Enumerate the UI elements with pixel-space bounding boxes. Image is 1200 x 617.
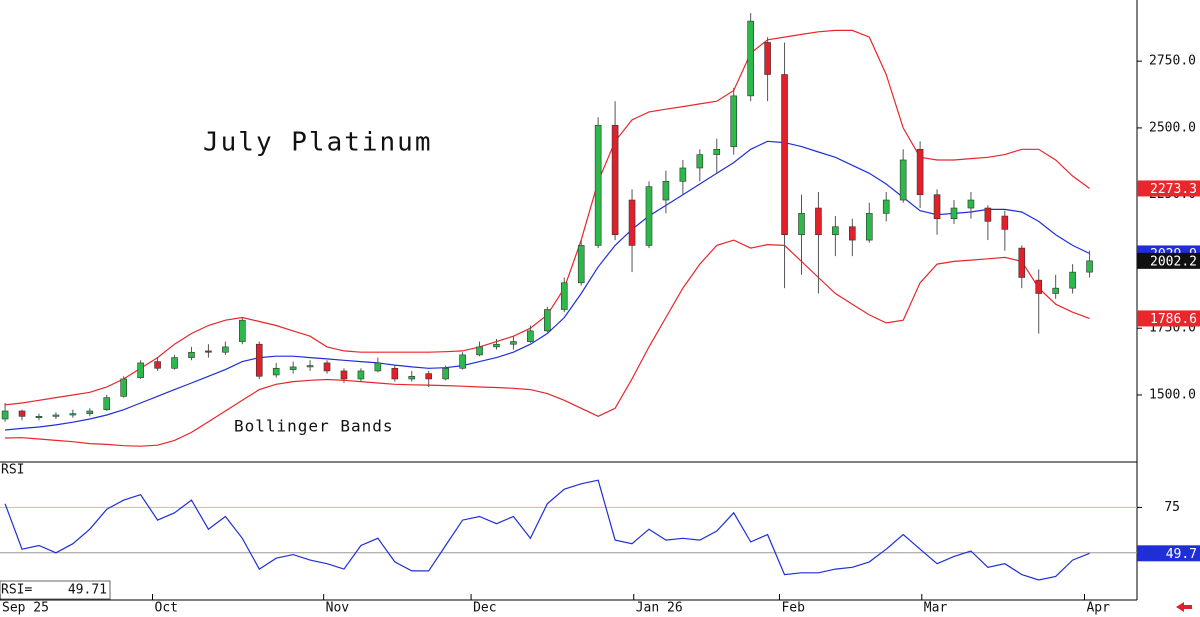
candle-body [120,378,127,397]
line-series [5,239,1090,447]
x-tick-label: Apr [1086,601,1110,616]
candle-body [340,370,348,380]
x-tick-label: Jan 26 [636,601,683,616]
candle-body [815,207,822,236]
candle-body [289,366,297,370]
candle-body [374,362,382,372]
y-tick-label: 2750.0 [1149,54,1196,69]
candle-body [696,154,704,169]
candle-body [52,414,60,417]
candle-body [69,413,77,416]
annotation: Bollinger Bands [234,417,394,436]
candle-body [764,42,771,75]
candle-body [781,74,788,236]
chart-title: July Platinum [203,128,433,158]
candle-body [425,373,433,380]
candle-body [544,309,551,332]
candle-body [1001,215,1009,230]
x-tick-label: Nov [326,601,350,616]
candle-body [391,367,399,380]
x-tick-label: Feb [781,601,805,616]
candle-body [188,351,195,358]
candle-body [1035,279,1043,294]
candle-body [493,343,500,348]
price-label-box [1137,252,1200,269]
candle-body [408,375,416,380]
y-tick-label: 2500.0 [1149,120,1196,135]
candle-body [205,350,212,353]
candle-body [713,148,721,155]
candle-body [730,95,738,147]
candle-body [865,213,873,241]
candle-body [747,20,754,97]
candle-body [849,226,856,241]
candle-body [628,199,636,246]
price-label: 1786.6 [1150,312,1197,327]
candle-body [594,124,602,246]
price-label: 2002.2 [1150,254,1197,269]
x-tick-label: Sep 25 [2,601,49,616]
value-label: 49.7 [1166,547,1197,562]
candle-body [1052,287,1059,294]
value-label-box [1137,545,1200,562]
y-tick-label: 1500.0 [1149,387,1196,402]
y-tick-label: 75 [1164,500,1180,515]
candle-body [1069,271,1076,289]
candle-body [967,199,975,209]
x-tick-label: Mar [924,601,948,616]
candle-body [560,282,568,310]
candle-body [154,361,161,369]
x-tick-label: Oct [155,601,178,616]
candle-body [984,207,992,222]
candle-body [103,397,111,410]
candle-body [137,362,144,378]
candle-body [357,370,365,380]
candle-body [1018,247,1026,278]
candle-body [1,410,9,420]
rsi-title: RSI [1,463,24,478]
candle-body [933,194,941,220]
candle-body [86,410,94,414]
candle-body [916,148,924,195]
price-label: 2273.3 [1150,182,1197,197]
candle-body [442,367,449,380]
candle-body [662,181,670,201]
candle-body [510,341,517,345]
readout-value: 49.71 [68,583,107,598]
candle-body [255,343,263,377]
candle-body [171,357,178,369]
candle-body [577,245,585,284]
x-tick-label: Dec [473,601,496,616]
candle-body [950,207,958,220]
readout-box [0,580,111,600]
candle-body [306,365,314,368]
price-label-box [1137,310,1200,327]
candle-body [899,159,907,201]
candle-body [272,367,280,376]
candle-body [882,199,890,214]
candle-body [239,319,246,342]
candle-body [459,354,466,369]
price-label-box [1137,180,1200,197]
candle-body [476,346,483,356]
candle-body [527,330,534,342]
candle-body [832,226,839,236]
line-series [4,479,1090,581]
readout-label: RSI= [1,583,32,598]
candle-body [611,124,619,236]
line-series [5,140,1090,431]
candle-body [323,362,331,372]
candle-body [798,213,805,236]
candle-body [1086,260,1093,273]
scroll-arrow[interactable] [1176,602,1192,612]
candle-body [679,167,687,182]
candle-body [222,346,229,353]
candle-body [645,186,653,246]
candle-body [35,416,43,418]
candle-body [18,410,26,417]
